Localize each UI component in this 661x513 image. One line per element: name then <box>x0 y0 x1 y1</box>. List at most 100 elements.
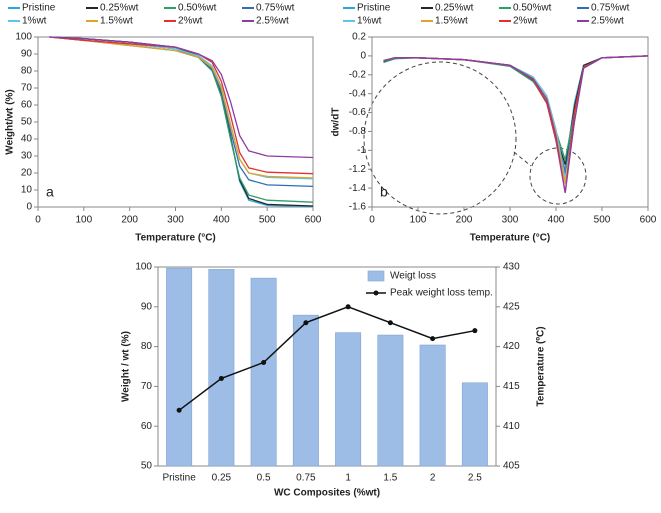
x-tick-label: 1.5 <box>383 473 397 484</box>
x-tick-label: 500 <box>594 215 611 226</box>
legend-label: 2%wt <box>178 16 203 27</box>
legend-label: 2.5%wt <box>256 16 289 27</box>
series-line <box>383 55 649 179</box>
series-line <box>383 55 649 193</box>
x-tick-label: 1 <box>345 473 351 484</box>
x-tick-label: 0.5 <box>257 473 271 484</box>
plot-frame <box>37 36 314 208</box>
y-tick-label: 80 <box>21 66 33 77</box>
y-axis-label: dw/dT <box>331 108 342 137</box>
y-tick-label: 30 <box>21 151 33 162</box>
legend-label: 0.75%wt <box>256 3 295 14</box>
legend-label: 0.50%wt <box>178 3 217 14</box>
y-tick-label: 0 <box>26 202 32 213</box>
zoom-source-circle <box>529 147 587 205</box>
y-tick-label: -1.6 <box>349 202 367 213</box>
bar <box>166 267 193 467</box>
legend-label: 1%wt <box>22 16 47 27</box>
x-tick-label: 0.25 <box>212 473 232 484</box>
legend-label: 2%wt <box>513 16 538 27</box>
legend-label: 0.50%wt <box>513 3 552 14</box>
bar <box>377 334 404 467</box>
y2-tick-label: 410 <box>503 421 520 432</box>
x-tick-label: 200 <box>456 215 473 226</box>
y-tick-label: -1.2 <box>349 164 367 175</box>
legend-swatch-point <box>373 290 379 296</box>
legend-swatch <box>367 270 385 282</box>
x-tick-label: 400 <box>548 215 565 226</box>
y2-tick-label: 420 <box>503 341 520 352</box>
line-point <box>472 328 478 334</box>
x-tick-label: 200 <box>121 215 138 226</box>
y-tick-label: 40 <box>21 134 33 145</box>
y-tick-label: 50 <box>21 117 33 128</box>
y-axis-label: Weight/wt (%) <box>5 89 16 154</box>
x-axis-label: WC Composites (%wt) <box>274 488 380 499</box>
x-tick-label: Pristine <box>162 473 196 484</box>
series-line <box>383 55 649 170</box>
x-tick-label: 400 <box>213 215 230 226</box>
y-tick-label: 60 <box>141 421 153 432</box>
x-tick-label: 100 <box>410 215 427 226</box>
panel-label: b <box>380 184 388 200</box>
y-tick-label: 90 <box>21 49 33 60</box>
y-tick-label: 100 <box>135 262 152 273</box>
bar <box>292 314 319 467</box>
x-axis-label: Temperature (°C) <box>470 233 551 244</box>
legend-label: 1.5%wt <box>100 16 133 27</box>
series-line <box>49 36 314 180</box>
x-tick-label: 2.5 <box>468 473 482 484</box>
legend-label: 2.5%wt <box>591 16 624 27</box>
y2-tick-label: 425 <box>503 301 520 312</box>
y-tick-label: -0.8 <box>349 126 367 137</box>
series-line <box>383 55 649 193</box>
zoom-circle <box>363 61 517 215</box>
line-point <box>345 304 351 310</box>
zoom-connector <box>513 151 532 167</box>
x-tick-label: 0 <box>369 215 375 226</box>
y-tick-label: -0.4 <box>349 88 367 99</box>
bar <box>335 332 362 467</box>
x-axis-label: Temperature (°C) <box>135 233 216 244</box>
x-tick-label: 300 <box>502 215 519 226</box>
series-line <box>383 55 649 163</box>
legend-label: 0.25%wt <box>435 3 474 14</box>
series-line <box>383 55 649 184</box>
x-tick-label: 500 <box>259 215 276 226</box>
bar <box>250 277 277 467</box>
line-point <box>430 336 436 342</box>
y-tick-label: 70 <box>141 381 153 392</box>
y-tick-label: 50 <box>141 461 153 472</box>
y2-tick-label: 415 <box>503 381 520 392</box>
series-line <box>49 36 314 207</box>
legend-label: Weigt loss <box>390 271 436 282</box>
y-tick-label: 20 <box>21 168 33 179</box>
series-line <box>383 55 649 175</box>
y2-axis-label: Temperature (ºC) <box>536 326 547 406</box>
series-line <box>49 36 314 179</box>
legend-label: 0.75%wt <box>591 3 630 14</box>
y-tick-label: 60 <box>21 100 33 111</box>
y2-tick-label: 405 <box>503 461 520 472</box>
x-tick-label: 600 <box>305 215 322 226</box>
y-tick-label: 100 <box>15 32 32 43</box>
x-tick-label: 0 <box>35 215 41 226</box>
legend-label: Peak weight loss temp. <box>390 288 493 299</box>
plot-frame <box>371 36 649 208</box>
y-tick-label: 90 <box>141 301 153 312</box>
bar <box>419 344 446 467</box>
y-tick-label: -1.4 <box>349 183 367 194</box>
x-tick-label: 300 <box>167 215 184 226</box>
legend-label: Pristine <box>357 3 391 14</box>
x-tick-label: 2 <box>430 473 436 484</box>
series-line <box>49 36 314 175</box>
series-line <box>49 36 314 159</box>
legend-label: 0.25%wt <box>100 3 139 14</box>
x-tick-label: 0.75 <box>296 473 316 484</box>
y2-tick-label: 430 <box>503 262 520 273</box>
bar <box>461 382 488 467</box>
line-point <box>261 360 267 366</box>
series-line <box>178 305 476 411</box>
x-tick-label: 100 <box>75 215 92 226</box>
